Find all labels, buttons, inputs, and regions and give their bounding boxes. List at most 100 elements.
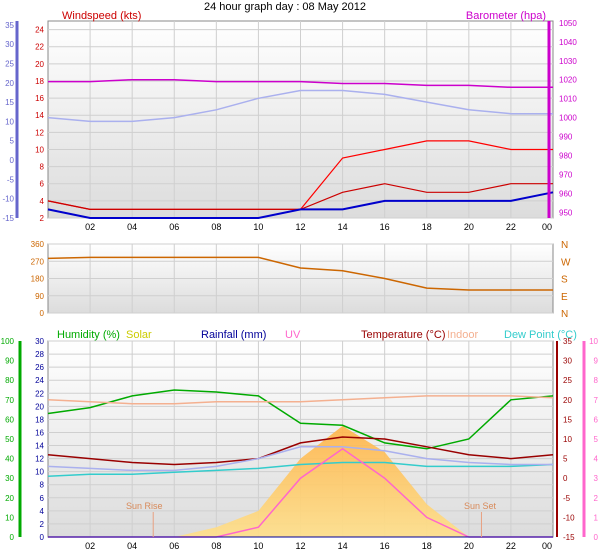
temperature-tick-label: 35 [563, 337, 572, 346]
windspeed-tick-label: 22 [35, 43, 44, 52]
temperature-label: Temperature (°C) [361, 329, 445, 341]
humidity-tick-label: 50 [5, 435, 14, 444]
windspeed-tick-label: 10 [35, 145, 44, 154]
solar-area [48, 425, 553, 537]
compass-label: W [561, 257, 571, 268]
direction-tick-label: 0 [40, 309, 45, 318]
x-tick-label: 02 [85, 222, 95, 232]
humidity-tick-label: 30 [5, 474, 14, 483]
wind-direction-line [47, 256, 553, 291]
humidity-tick-label: 40 [5, 455, 14, 464]
barometer-tick-label: 990 [559, 133, 573, 142]
outer-axis-tick-label: 10 [5, 117, 14, 126]
dewpoint-line [47, 461, 554, 477]
windspeed-tick-label: 16 [35, 94, 44, 103]
direction-tick-label: 360 [31, 240, 45, 249]
uv-tick-label: 0 [594, 533, 599, 542]
x-tick-label: 04 [127, 222, 137, 232]
windspeed-tick-label: 2 [40, 214, 45, 223]
rainfall-tick-label: 10 [35, 468, 44, 477]
chart-title: 24 hour graph day : 08 May 2012 [204, 1, 366, 13]
x-tick-label: 20 [464, 541, 474, 551]
humidity-tick-label: 100 [1, 337, 15, 346]
outer-axis-tick-label: 30 [5, 40, 14, 49]
rainfall-tick-label: 6 [40, 494, 45, 503]
outer-axis-tick-label: 15 [5, 98, 14, 107]
outer-axis-tick-label: 25 [5, 59, 14, 68]
temperature-tick-label: 20 [563, 396, 572, 405]
barometer-tick-label: 1010 [559, 95, 577, 104]
barometer-tick-label: 950 [559, 208, 573, 217]
x-tick-label: 00 [542, 541, 552, 551]
windspeed-tick-label: 6 [40, 180, 45, 189]
temperature-tick-label: 10 [563, 435, 572, 444]
outer-axis-tick-label: -10 [2, 195, 14, 204]
barometer-line [48, 78, 553, 89]
rainfall-tick-label: 4 [40, 507, 45, 516]
humidity-tick-label: 90 [5, 357, 14, 366]
barometer-tick-label: 1040 [559, 38, 577, 47]
humidity-tick-label: 20 [5, 494, 14, 503]
x-tick-label: 22 [506, 541, 516, 551]
windspeed-tick-label: 12 [35, 128, 44, 137]
barometer-tick-label: 970 [559, 170, 573, 179]
direction-tick-label: 270 [31, 257, 45, 266]
humidity-tick-label: 70 [5, 396, 14, 405]
x-tick-label: 12 [295, 541, 305, 551]
x-tick-label: 02 [85, 541, 95, 551]
outer-axis-tick-label: 35 [5, 21, 14, 30]
humidity-tick-label: 0 [10, 533, 15, 542]
compass-label: S [561, 275, 568, 286]
barometer-tick-label: 1050 [559, 19, 577, 28]
x-tick-label: 22 [506, 222, 516, 232]
rainfall-tick-label: 14 [35, 442, 44, 451]
uv-tick-label: 4 [594, 455, 599, 464]
x-tick-label: 06 [169, 541, 179, 551]
uv-tick-label: 1 [594, 513, 599, 522]
rainfall-tick-label: 16 [35, 428, 44, 437]
x-tick-label: 04 [127, 541, 137, 551]
rainfall-tick-label: 18 [35, 415, 44, 424]
humidity-label: Humidity (%) [57, 329, 120, 341]
barometer-tick-label: 1000 [559, 114, 577, 123]
x-tick-label: 08 [211, 541, 221, 551]
indoor-label: Indoor [447, 329, 479, 341]
rainfall-tick-label: 26 [35, 363, 44, 372]
x-tick-label: 16 [380, 222, 390, 232]
rainfall-tick-label: 30 [35, 337, 44, 346]
outer-axis-tick-label: -15 [2, 214, 14, 223]
direction-tick-label: 180 [31, 275, 45, 284]
direction-tick-label: 90 [35, 292, 44, 301]
uv-tick-label: 7 [594, 396, 599, 405]
lull-line [47, 191, 554, 219]
windspeed-tick-label: 24 [35, 26, 44, 35]
outer-axis-tick-label: 20 [5, 79, 14, 88]
uv-tick-label: 9 [594, 357, 599, 366]
temperature-tick-label: -5 [563, 494, 571, 503]
rainfall-tick-label: 2 [40, 520, 45, 529]
humidity-tick-label: 10 [5, 513, 14, 522]
rainfall-tick-label: 22 [35, 389, 44, 398]
temperature-tick-label: 0 [563, 474, 568, 483]
temperature-tick-label: 15 [563, 415, 572, 424]
compass-label: N [561, 309, 568, 320]
x-tick-label: 18 [422, 222, 432, 232]
compass-label: E [561, 292, 568, 303]
x-tick-label: 14 [338, 222, 348, 232]
rainfall-tick-label: 20 [35, 402, 44, 411]
uv-label: UV [285, 329, 301, 341]
uv-tick-label: 6 [594, 415, 599, 424]
windspeed-tick-label: 8 [40, 163, 45, 172]
x-tick-label: 10 [253, 541, 263, 551]
x-tick-label: 10 [253, 222, 263, 232]
solar-area-shape [48, 425, 553, 537]
light-blue-line [47, 446, 553, 472]
barometer-tick-label: 980 [559, 151, 573, 160]
rainfall-tick-label: 24 [35, 376, 44, 385]
temperature-tick-label: -10 [563, 513, 575, 522]
outer-axis-tick-label: -5 [7, 175, 15, 184]
windspeed-tick-label: 20 [35, 60, 44, 69]
humidity-line [47, 389, 554, 450]
series-lines [47, 78, 554, 538]
